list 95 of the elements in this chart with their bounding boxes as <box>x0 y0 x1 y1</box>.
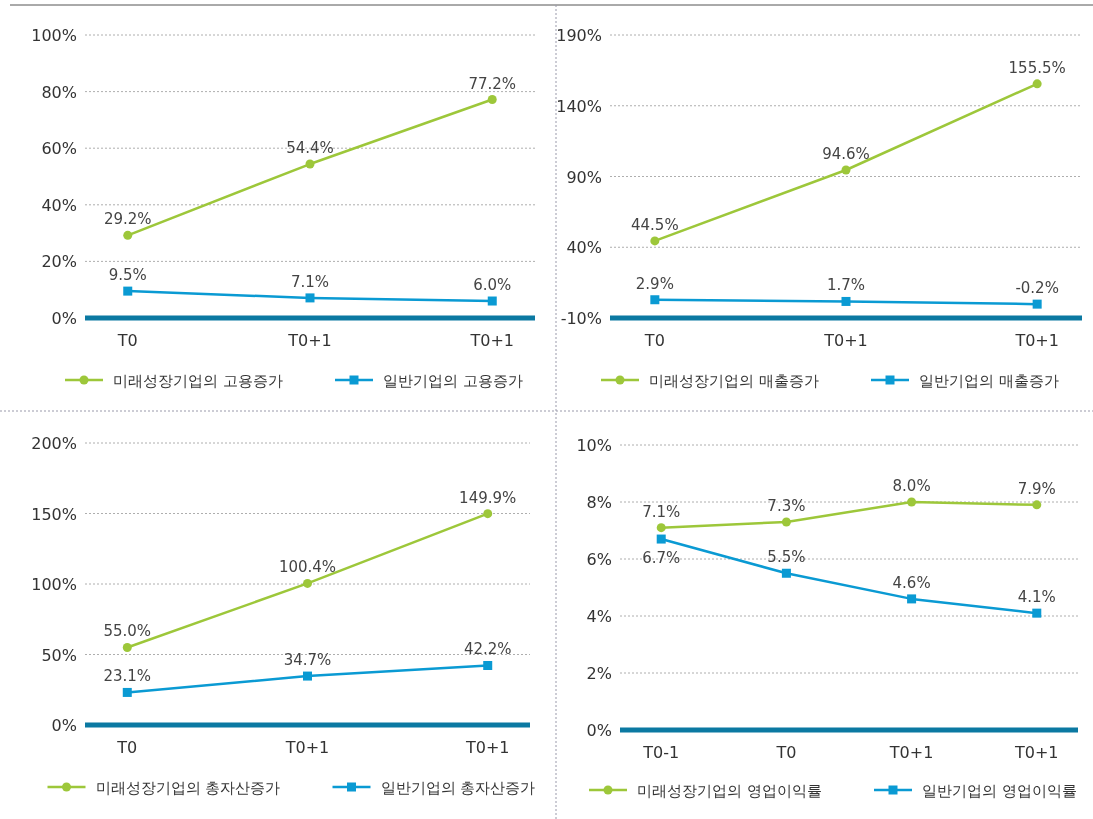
y-tick-label: 8% <box>586 493 612 512</box>
legend-label: 일반기업의 매출증가 <box>919 372 1059 390</box>
point <box>781 568 791 578</box>
data-label: 94.6% <box>822 144 870 163</box>
y-tick-label: 90% <box>566 167 602 187</box>
data-label: -0.2% <box>1015 279 1059 298</box>
point <box>122 687 132 697</box>
point <box>781 517 791 527</box>
data-label: 44.5% <box>631 215 679 234</box>
point <box>841 296 851 306</box>
point <box>1032 500 1042 510</box>
y-tick-label: 10% <box>576 436 612 455</box>
legend-label: 미래성장기업의 영업이익률 <box>637 782 822 800</box>
point <box>305 293 315 303</box>
legend-label: 미래성장기업의 고용증가 <box>113 372 283 390</box>
point <box>303 671 312 681</box>
point <box>487 95 497 105</box>
x-tick-label: T0+1 <box>1014 743 1059 762</box>
x-tick-label: T0+1 <box>284 738 330 757</box>
data-label: 42.2% <box>463 640 512 659</box>
data-label: 1.7% <box>826 276 866 295</box>
data-label: 149.9% <box>459 488 517 507</box>
data-label: 100.4% <box>278 558 337 577</box>
data-label: 4.6% <box>892 573 931 592</box>
y-tick-label: 40% <box>566 238 602 258</box>
legend-label: 미래성장기업의 총자산증가 <box>95 779 281 797</box>
y-tick-label: 100% <box>31 575 77 594</box>
data-label: 23.1% <box>103 667 152 686</box>
y-tick-label: 80% <box>41 82 77 102</box>
data-label: 5.5% <box>767 548 806 567</box>
legend-label: 일반기업의 고용증가 <box>383 372 523 390</box>
y-tick-label: 40% <box>41 195 77 215</box>
x-tick-label: T0+1 <box>888 743 934 762</box>
y-tick-label: 20% <box>41 252 77 272</box>
y-tick-label: 2% <box>586 664 612 683</box>
point <box>650 295 660 305</box>
x-tick-label: T0 <box>775 743 797 762</box>
point <box>305 159 315 169</box>
data-label: 7.1% <box>642 502 681 521</box>
y-tick-label: 6% <box>586 550 612 569</box>
data-label: 6.7% <box>642 549 681 568</box>
x-tick-label: T0+1 <box>1014 331 1059 350</box>
y-tick-label: 60% <box>41 139 77 159</box>
point <box>1032 299 1042 309</box>
point <box>656 534 666 544</box>
y-tick-label: -10% <box>560 309 602 328</box>
data-label: 9.5% <box>108 266 147 285</box>
data-label: 7.1% <box>290 272 330 291</box>
y-tick-label: 150% <box>31 504 77 524</box>
y-tick-label: 100% <box>31 26 77 45</box>
data-label: 2.9% <box>635 274 674 293</box>
y-tick-label: 190% <box>556 26 602 45</box>
point <box>907 594 917 604</box>
point <box>483 509 493 519</box>
x-tick-label: T0+1 <box>464 738 510 757</box>
x-tick-label: T0 <box>643 331 665 350</box>
point <box>122 642 132 652</box>
y-tick-label: 50% <box>41 645 77 665</box>
point <box>487 296 497 306</box>
data-label: 6.0% <box>473 276 512 295</box>
data-label: 155.5% <box>1008 58 1066 77</box>
y-tick-label: 4% <box>586 607 612 626</box>
point <box>656 523 666 533</box>
point <box>841 165 851 175</box>
data-label: 55.0% <box>103 622 152 641</box>
data-label: 54.4% <box>286 139 334 158</box>
point <box>123 286 133 296</box>
data-label: 34.7% <box>283 651 332 670</box>
point <box>123 230 133 240</box>
data-label: 77.2% <box>468 74 517 93</box>
point <box>303 578 312 588</box>
x-tick-label: T0+1 <box>287 331 332 350</box>
data-label: 7.9% <box>1017 479 1056 498</box>
y-tick-label: 0% <box>51 716 77 735</box>
x-tick-label: T0-1 <box>642 743 680 762</box>
x-tick-label: T0 <box>116 738 138 757</box>
point <box>907 497 917 507</box>
point <box>1032 608 1042 618</box>
data-label: 7.3% <box>767 496 806 515</box>
y-tick-label: 200% <box>31 434 77 453</box>
y-tick-label: 0% <box>51 309 77 328</box>
y-tick-label: 140% <box>556 96 602 116</box>
data-label: 29.2% <box>103 210 152 229</box>
data-label: 8.0% <box>892 477 931 495</box>
x-tick-label: T0 <box>116 331 138 350</box>
data-label: 4.1% <box>1017 588 1056 607</box>
point <box>650 236 660 246</box>
x-tick-label: T0+1 <box>469 331 515 350</box>
legend-label: 일반기업의 영업이익률 <box>922 782 1077 800</box>
y-tick-label: 0% <box>586 721 612 740</box>
point <box>483 661 493 670</box>
legend-label: 일반기업의 총자산증가 <box>380 779 536 797</box>
point <box>1032 79 1042 89</box>
legend-label: 미래성장기업의 매출증가 <box>649 372 819 390</box>
x-tick-label: T0+1 <box>823 331 868 350</box>
